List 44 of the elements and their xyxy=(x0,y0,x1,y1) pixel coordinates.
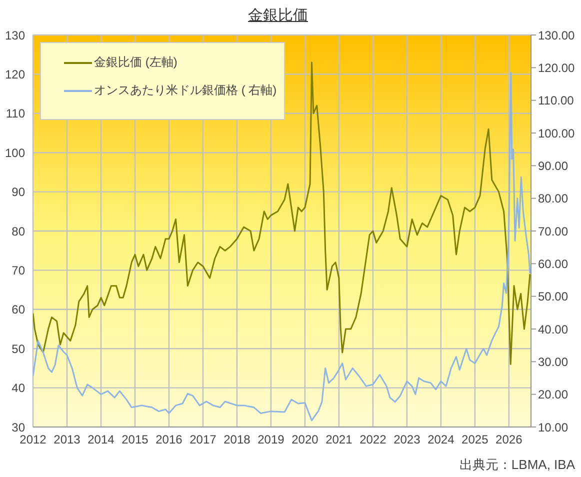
y-tick-label: 110 xyxy=(6,106,26,121)
y2-tick-label: 60.00 xyxy=(538,256,568,271)
x-tick-label: 2013 xyxy=(54,432,81,447)
y2-tick-label: 70.00 xyxy=(538,224,568,238)
y2-tick-label: 110.00 xyxy=(538,94,574,108)
y2-tick-label: 130.00 xyxy=(538,28,576,42)
x-tick-label: 2014 xyxy=(88,432,115,447)
x-tick-label: 2012 xyxy=(20,432,47,447)
y-tick-label: 90 xyxy=(12,185,26,200)
x-tick-label: 2024 xyxy=(428,432,455,447)
y2-tick-label: 30.00 xyxy=(538,354,568,369)
y-tick-label: 100 xyxy=(4,146,26,160)
legend-label: オンスあたり米ドル銀価格 ( 右軸) xyxy=(94,82,277,99)
y2-tick-label: 100.00 xyxy=(538,126,576,140)
y2-tick-label: 50.00 xyxy=(538,290,568,304)
text: 出典元：LBMA, IBA xyxy=(459,456,575,474)
legend-label: 金銀比価 (左軸) xyxy=(94,54,178,71)
chart-title: 金銀比価 xyxy=(247,6,309,25)
y2-tick-label: 80.00 xyxy=(538,192,568,206)
x-tick-label: 2026 xyxy=(496,432,523,447)
y2-tick-label: 20.00 xyxy=(538,388,568,402)
y-tick-label: 60 xyxy=(12,302,26,317)
x-tick-label: 2022 xyxy=(360,432,387,447)
y-tick-label: 30 xyxy=(12,420,26,434)
x-tick-label: 2018 xyxy=(224,432,251,447)
y2-tick-label: 90.00 xyxy=(538,158,568,173)
x-tick-label: 2019 xyxy=(258,432,285,447)
y2-tick-label: 120.00 xyxy=(538,60,576,75)
y2-tick-label: 10.00 xyxy=(538,420,568,434)
x-tick-label: 2016 xyxy=(156,432,183,447)
x-tick-label: 2021 xyxy=(326,432,353,447)
line-series xyxy=(33,72,531,422)
x-tick-label: 2020 xyxy=(292,432,319,447)
y2-tick-label: 40.00 xyxy=(538,322,568,336)
x-tick-label: 2023 xyxy=(394,432,421,447)
x-tick-label: 2025 xyxy=(462,432,489,447)
y-tick-label: 40 xyxy=(12,381,26,396)
y-tick-label: 80 xyxy=(12,224,26,238)
y-tick-label: 120 xyxy=(4,67,26,82)
y-tick-label: 130 xyxy=(4,28,26,42)
x-tick-label: 2015 xyxy=(122,432,149,447)
x-tick-label: 2017 xyxy=(190,432,217,447)
y-tick-label: 70 xyxy=(12,263,26,278)
y-tick-label: 50 xyxy=(12,342,26,356)
